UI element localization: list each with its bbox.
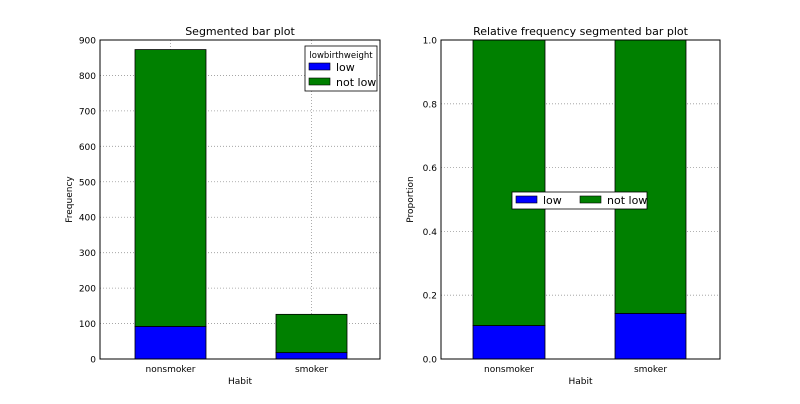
legend-swatch (579, 195, 602, 204)
y-tick-label: 900 (79, 37, 96, 47)
chart-2: 0.0 0.2 0.4 0.6 0.8 1.0 nonsmoker smoker Relativ… (406, 25, 721, 387)
bar-smoker-not-low (275, 313, 348, 354)
bar-smoker-low (275, 352, 348, 360)
y-tick-label: 0.0 (423, 356, 438, 366)
bar-nonsmoker-low (134, 325, 207, 360)
x-axis-label: Habit (568, 377, 592, 387)
y-tick-label: 700 (79, 107, 96, 117)
y-axis-label: Frequency (65, 176, 75, 223)
axes-frame (99, 39, 381, 360)
bar-nonsmoker-not-low (134, 49, 207, 327)
chart-title: Relative frequency segmented bar plot (473, 25, 689, 38)
bar-smoker-not-low (614, 39, 687, 314)
y-tick-label: 200 (79, 285, 96, 295)
legend-label: low (543, 194, 562, 207)
legend-swatch (308, 77, 331, 86)
bar-smoker-low (614, 312, 687, 360)
y-tick-label: 0.4 (423, 228, 438, 238)
chart-title: Segmented bar plot (185, 25, 295, 38)
x-axis-label: Habit (228, 377, 252, 387)
legend-swatch (308, 62, 331, 71)
legend-label: not low (336, 76, 376, 89)
chart-1: 0 100 200 300 400 500 600 700 800 900 nonsmoker smo… (65, 25, 381, 387)
legend-box (511, 191, 648, 210)
x-tick-label: smoker (634, 365, 667, 375)
legend-title: lowbirthweight (309, 51, 373, 61)
y-tick-label: 0.8 (423, 100, 438, 110)
x-tick-label: nonsmoker (484, 365, 534, 375)
y-tick-label: 500 (79, 178, 96, 188)
x-tick-label: nonsmoker (145, 365, 195, 375)
y-tick-label: 1.0 (423, 37, 438, 47)
legend-swatch (515, 195, 538, 204)
legend-label: low (336, 61, 355, 74)
bar-nonsmoker-not-low (472, 39, 546, 326)
y-tick-label: 400 (79, 214, 96, 224)
bar-nonsmoker-low (472, 325, 546, 360)
y-tick-label: 0.6 (423, 164, 438, 174)
y-tick-label: 0.2 (423, 292, 437, 302)
x-tick-label: smoker (295, 365, 328, 375)
legend-label: not low (607, 194, 647, 207)
y-tick-label: 0 (90, 356, 96, 366)
y-tick-label: 800 (79, 72, 96, 82)
y-tick-label: 300 (79, 249, 96, 259)
y-tick-label: 100 (79, 320, 96, 330)
y-tick-label: 600 (79, 143, 96, 153)
axes-frame (440, 39, 721, 360)
y-axis-label: Proportion (406, 176, 416, 222)
legend: low not low (511, 191, 648, 210)
